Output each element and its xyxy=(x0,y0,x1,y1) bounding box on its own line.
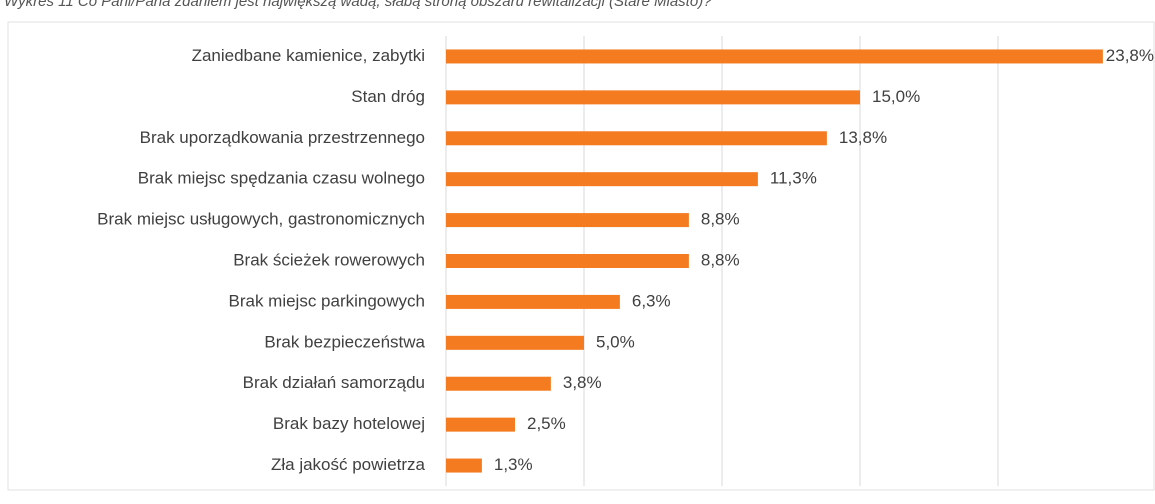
data-label: 15,0% xyxy=(872,87,920,106)
data-label: 2,5% xyxy=(527,414,566,433)
y-tick-label: Stan dróg xyxy=(351,87,425,106)
data-label: 13,8% xyxy=(839,128,887,147)
y-tick-label: Brak bazy hotelowej xyxy=(273,414,425,433)
y-tick-label: Brak miejsc usługowych, gastronomicznych xyxy=(97,210,425,229)
bar xyxy=(446,335,584,350)
bar xyxy=(446,458,482,473)
chart-title: Wykres 11 Co Pani/Pana zdaniem jest najw… xyxy=(4,0,712,10)
bar xyxy=(446,131,827,146)
bar xyxy=(446,172,758,187)
y-tick-label: Zła jakość powietrza xyxy=(271,455,426,474)
y-tick-label: Brak działań samorządu xyxy=(243,373,425,392)
y-tick-label: Zaniedbane kamienice, zabytki xyxy=(192,46,425,65)
bar xyxy=(446,376,551,391)
y-tick-label: Brak uporządkowania przestrzennego xyxy=(140,128,425,147)
data-label: 11,3% xyxy=(770,169,817,188)
y-tick-label: Brak miejsc parkingowych xyxy=(228,291,425,310)
data-label: 1,3% xyxy=(494,455,533,474)
y-tick-label: Brak miejsc spędzania czasu wolnego xyxy=(138,169,425,188)
bar xyxy=(446,90,860,105)
bar xyxy=(446,294,620,309)
y-tick-label: Brak ścieżek rowerowych xyxy=(233,250,425,269)
chart-frame xyxy=(7,21,1155,491)
data-label: 8,8% xyxy=(701,210,740,229)
bar xyxy=(446,417,515,432)
bar xyxy=(446,254,689,268)
data-label: 6,3% xyxy=(632,291,671,310)
data-label: 3,8% xyxy=(563,373,602,392)
y-tick-label: Brak bezpieczeństwa xyxy=(264,332,425,351)
data-label: 23,8% xyxy=(1106,46,1154,65)
bar xyxy=(446,49,1103,64)
data-label: 8,8% xyxy=(701,250,740,269)
data-label: 5,0% xyxy=(596,332,635,351)
bar xyxy=(446,213,689,228)
